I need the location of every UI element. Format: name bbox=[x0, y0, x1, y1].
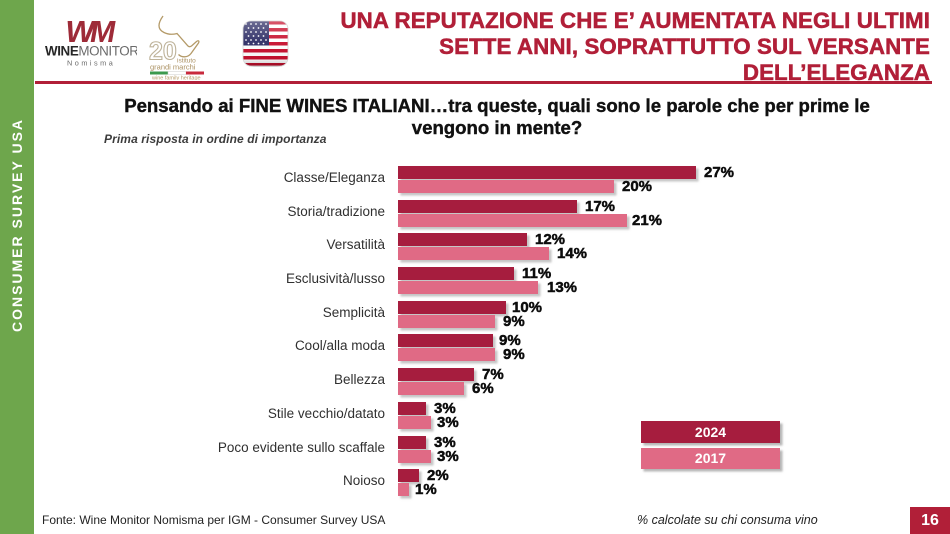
svg-text:grandi marchi: grandi marchi bbox=[150, 63, 196, 72]
svg-text:WINEMONITOR: WINEMONITOR bbox=[45, 44, 137, 59]
svg-text:20: 20 bbox=[149, 38, 177, 66]
svg-text:istituto: istituto bbox=[177, 58, 196, 65]
svg-text:Nomisma: Nomisma bbox=[67, 59, 115, 68]
svg-text:wine family heritage: wine family heritage bbox=[151, 76, 201, 81]
svg-text:WM: WM bbox=[63, 16, 118, 49]
